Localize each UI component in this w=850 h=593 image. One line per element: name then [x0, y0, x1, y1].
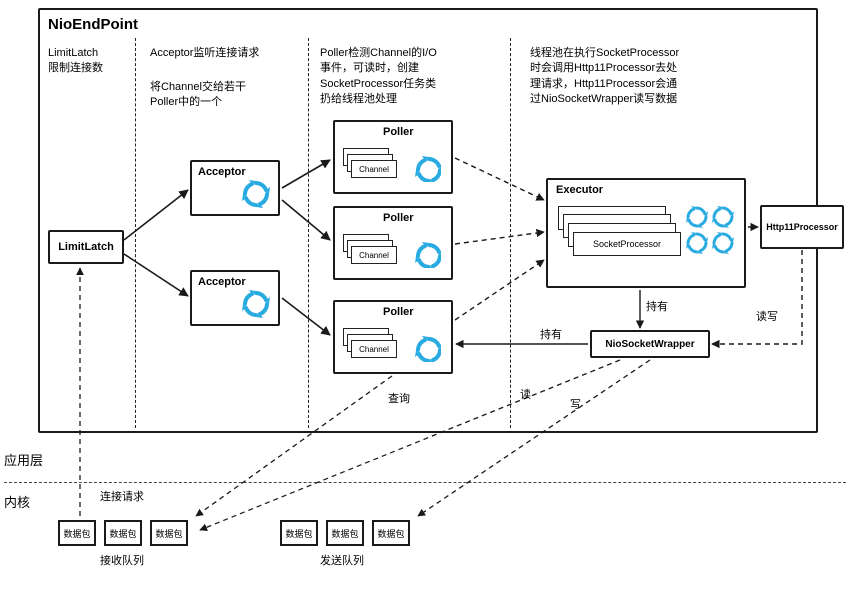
channel-stack: Channel — [343, 328, 397, 364]
http11processor-box: Http11Processor — [760, 205, 844, 249]
packet: 数据包 — [326, 520, 364, 546]
poller-2: Poller Channel — [333, 206, 453, 280]
nsw-label: NioSocketWrapper — [605, 339, 694, 350]
separator-2 — [308, 38, 309, 428]
separator-1 — [135, 38, 136, 428]
conn-req-label: 连接请求 — [100, 490, 144, 505]
acceptor-1: Acceptor — [190, 160, 280, 216]
executor-box: Executor SocketProcessor — [546, 178, 746, 288]
niosocketwrapper-box: NioSocketWrapper — [590, 330, 710, 358]
col4-desc: 线程池在执行SocketProcessor 时会调用Http11Processo… — [530, 46, 679, 108]
col3-desc: Poller检测Channel的I/O 事件，可读时，创建 SocketProc… — [320, 46, 437, 108]
cycle-icon — [415, 336, 441, 362]
rx-queue-label: 接收队列 — [100, 554, 144, 569]
packet: 数据包 — [58, 520, 96, 546]
acceptor-2: Acceptor — [190, 270, 280, 326]
socketprocessor-stack: SocketProcessor — [558, 206, 678, 266]
app-layer-label: 应用层 — [4, 452, 43, 470]
channel-label: Channel — [351, 246, 397, 264]
poller3-label: Poller — [383, 306, 414, 318]
acceptor2-label: Acceptor — [198, 276, 246, 288]
cycle-icon — [686, 232, 708, 254]
channel-label: Channel — [351, 160, 397, 178]
http11-label: Http11Processor — [766, 222, 838, 232]
channel-stack: Channel — [343, 234, 397, 270]
poller-3: Poller Channel — [333, 300, 453, 374]
limitlatch-box: LimitLatch — [48, 230, 124, 264]
packet: 数据包 — [104, 520, 142, 546]
packet: 数据包 — [280, 520, 318, 546]
col1-desc: LimitLatch 限制连接数 — [48, 46, 103, 77]
cycle-icon — [415, 242, 441, 268]
col2-desc-a: Acceptor监听连接请求 — [150, 46, 259, 61]
nioendpoint-title: NioEndPoint — [48, 14, 138, 35]
packet: 数据包 — [150, 520, 188, 546]
socketprocessor-label: SocketProcessor — [573, 232, 681, 256]
poller1-label: Poller — [383, 126, 414, 138]
tx-queue-label: 发送队列 — [320, 554, 364, 569]
executor-label: Executor — [556, 184, 603, 196]
limitlatch-label: LimitLatch — [58, 241, 114, 253]
poller2-label: Poller — [383, 212, 414, 224]
separator-3 — [510, 38, 511, 428]
channel-label: Channel — [351, 340, 397, 358]
cycle-icon — [415, 156, 441, 182]
cycle-icon — [712, 206, 734, 228]
layer-divider — [4, 482, 846, 483]
col2-desc-b: 将Channel交给若干 Poller中的一个 — [150, 80, 246, 111]
cycle-icon — [712, 232, 734, 254]
cycle-icon — [242, 290, 270, 318]
channel-stack: Channel — [343, 148, 397, 184]
poller-1: Poller Channel — [333, 120, 453, 194]
executor-cycles — [686, 206, 736, 256]
packet: 数据包 — [372, 520, 410, 546]
cycle-icon — [242, 180, 270, 208]
cycle-icon — [686, 206, 708, 228]
acceptor1-label: Acceptor — [198, 166, 246, 178]
kernel-layer-label: 内核 — [4, 494, 30, 512]
